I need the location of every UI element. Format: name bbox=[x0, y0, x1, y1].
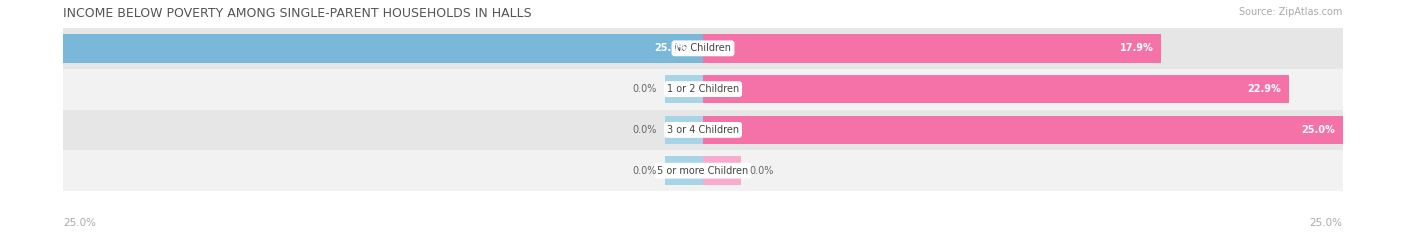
Text: 3 or 4 Children: 3 or 4 Children bbox=[666, 125, 740, 135]
Text: Source: ZipAtlas.com: Source: ZipAtlas.com bbox=[1239, 7, 1343, 17]
Text: 1 or 2 Children: 1 or 2 Children bbox=[666, 84, 740, 94]
Bar bbox=[63, 69, 1343, 110]
Text: 25.0%: 25.0% bbox=[654, 43, 688, 53]
Text: 0.0%: 0.0% bbox=[633, 125, 657, 135]
Text: 25.0%: 25.0% bbox=[1302, 125, 1336, 135]
Bar bbox=[665, 75, 703, 103]
Bar bbox=[63, 150, 1343, 191]
Text: 25.0%: 25.0% bbox=[63, 218, 96, 228]
Text: 0.0%: 0.0% bbox=[749, 166, 773, 176]
Text: 17.9%: 17.9% bbox=[1119, 43, 1153, 53]
Bar bbox=[703, 75, 1289, 103]
Text: 25.0%: 25.0% bbox=[1310, 218, 1343, 228]
Bar bbox=[63, 34, 703, 63]
Bar bbox=[63, 28, 1343, 69]
Text: 5 or more Children: 5 or more Children bbox=[658, 166, 748, 176]
Bar bbox=[665, 156, 703, 185]
Bar bbox=[703, 156, 741, 185]
Text: INCOME BELOW POVERTY AMONG SINGLE-PARENT HOUSEHOLDS IN HALLS: INCOME BELOW POVERTY AMONG SINGLE-PARENT… bbox=[63, 7, 531, 20]
Text: 0.0%: 0.0% bbox=[633, 84, 657, 94]
Text: 0.0%: 0.0% bbox=[633, 166, 657, 176]
Bar bbox=[63, 110, 1343, 150]
Bar bbox=[665, 116, 703, 144]
Bar bbox=[703, 34, 1161, 63]
Text: No Children: No Children bbox=[675, 43, 731, 53]
Text: 22.9%: 22.9% bbox=[1247, 84, 1281, 94]
Bar bbox=[703, 116, 1343, 144]
